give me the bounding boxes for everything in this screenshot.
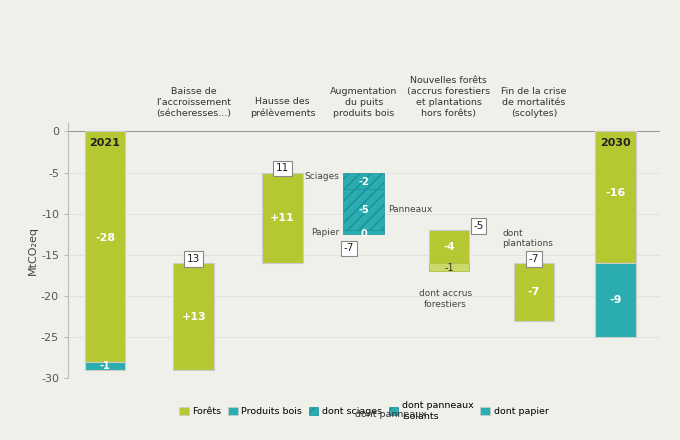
Text: -9: -9	[609, 295, 622, 305]
Text: -5: -5	[358, 205, 369, 216]
Text: 0: 0	[360, 229, 367, 239]
Text: -16: -16	[605, 188, 626, 198]
Text: 13: 13	[187, 254, 201, 264]
Text: dont
plantations: dont plantations	[502, 229, 553, 248]
Text: -4: -4	[443, 242, 455, 252]
Bar	[595, 132, 636, 263]
Text: 2030: 2030	[600, 138, 630, 148]
Text: dont accrus
forestiers: dont accrus forestiers	[419, 290, 472, 309]
Text: Fin de la crise
de mortalités
(scolytes): Fin de la crise de mortalités (scolytes)	[501, 87, 566, 118]
Bar	[343, 189, 384, 230]
Bar	[428, 230, 469, 263]
Text: -1: -1	[444, 263, 454, 273]
Bar	[343, 172, 384, 189]
Text: Nouvelles forêts
(accrus forestiers
et plantations
hors forêts): Nouvelles forêts (accrus forestiers et p…	[407, 76, 490, 118]
Y-axis label: MtCO₂eq: MtCO₂eq	[28, 226, 38, 275]
Text: -7: -7	[528, 254, 539, 264]
Text: Panneaux: Panneaux	[388, 205, 432, 214]
Text: 11: 11	[276, 164, 289, 173]
Bar	[428, 263, 469, 271]
Text: -7: -7	[344, 243, 354, 253]
Text: Baisse de
l’accroissement
(sécheresses...): Baisse de l’accroissement (sécheresses..…	[156, 87, 231, 118]
Legend: Forêts, Produits bois, dont sciages, dont panneaux
isolants, dont papier: Forêts, Produits bois, dont sciages, don…	[175, 397, 552, 424]
Text: dont panneaux: dont panneaux	[355, 410, 427, 419]
Bar	[84, 362, 125, 370]
Text: +11: +11	[270, 213, 295, 223]
Text: +13: +13	[182, 312, 206, 322]
Bar	[595, 263, 636, 337]
Bar	[513, 263, 554, 321]
Bar	[173, 263, 214, 370]
Text: -2: -2	[358, 176, 369, 187]
Text: Sciages: Sciages	[305, 172, 339, 181]
Text: -5: -5	[473, 221, 483, 231]
Bar	[343, 230, 384, 235]
Text: Papier: Papier	[311, 228, 339, 237]
Text: 2021: 2021	[90, 138, 120, 148]
Text: Augmentation
du puits
produits bois: Augmentation du puits produits bois	[330, 87, 398, 118]
Text: -1: -1	[99, 361, 110, 371]
Text: -7: -7	[528, 287, 540, 297]
Bar	[262, 172, 303, 263]
Bar	[84, 132, 125, 362]
Text: -28: -28	[95, 234, 115, 243]
Text: Hausse des
prélèvements: Hausse des prélèvements	[250, 97, 316, 118]
